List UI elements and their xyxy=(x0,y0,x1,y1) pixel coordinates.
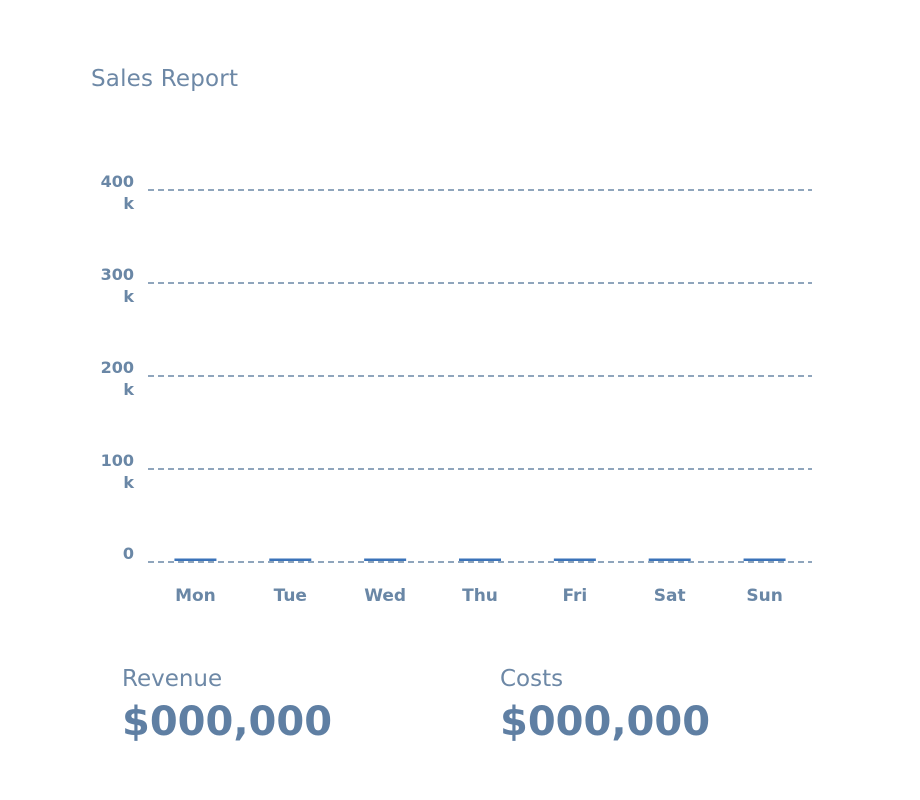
y-tick-label: 200 k xyxy=(101,358,135,399)
bars xyxy=(174,558,786,561)
costs-stat: Costs $000,000 xyxy=(500,664,710,748)
bar-tue xyxy=(269,558,312,561)
costs-value: $000,000 xyxy=(500,699,711,745)
x-tick-label: Mon xyxy=(175,586,216,606)
x-tick-label: Sat xyxy=(654,586,686,606)
revenue-label: Revenue xyxy=(122,666,223,692)
y-tick-label: 400 k xyxy=(101,172,135,213)
revenue-value: $000,000 xyxy=(122,699,333,745)
grid-lines xyxy=(148,189,812,563)
x-axis-ticks: Mon Tue Wed Thu Fri Sat Sun xyxy=(175,586,783,606)
bar-thu xyxy=(459,558,501,561)
x-tick-label: Thu xyxy=(462,586,498,606)
x-tick-label: Sun xyxy=(746,586,782,606)
y-tick-label: 100 k xyxy=(101,451,135,492)
bar-sun xyxy=(743,558,786,561)
chart-title: Sales Report xyxy=(91,66,239,92)
bar-fri xyxy=(553,558,596,561)
bar-mon xyxy=(174,558,217,561)
x-tick-label: Tue xyxy=(274,586,307,606)
costs-label: Costs xyxy=(500,666,564,692)
bar-wed xyxy=(364,558,407,561)
x-tick-label: Fri xyxy=(562,586,587,606)
x-tick-label: Wed xyxy=(364,586,406,606)
y-tick-label: 300 k xyxy=(101,265,135,306)
y-axis-ticks: 400 k 300 k 200 k 100 k 0 xyxy=(101,172,135,563)
revenue-stat: Revenue $000,000 xyxy=(122,664,332,748)
sales-bar-chart: 400 k 300 k 200 k 100 k 0 Mon Tue Wed Thu Fri Sat Sun xyxy=(101,172,812,606)
y-tick-label: 0 xyxy=(123,544,134,563)
bar-sat xyxy=(648,558,691,561)
